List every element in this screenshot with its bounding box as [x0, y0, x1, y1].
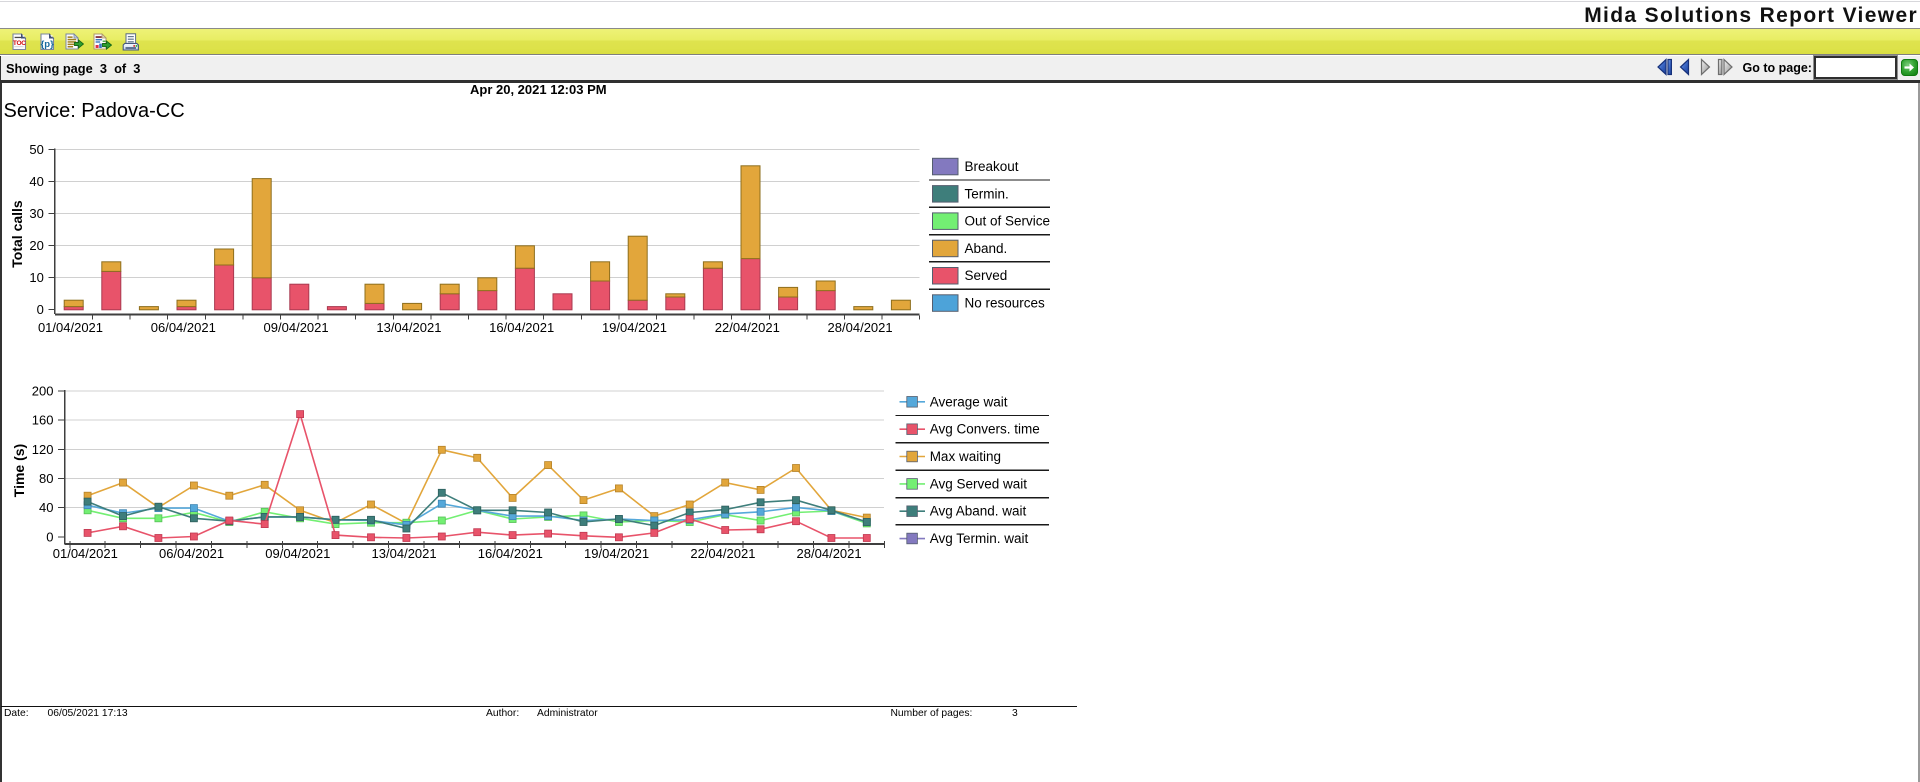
- svg-text:06/04/2021: 06/04/2021: [151, 320, 216, 335]
- svg-text:0: 0: [37, 302, 44, 317]
- svg-text:Max waiting: Max waiting: [930, 449, 1001, 464]
- svg-text:Total calls: Total calls: [9, 200, 25, 268]
- svg-text:13/04/2021: 13/04/2021: [372, 546, 437, 561]
- svg-text:30: 30: [29, 206, 43, 221]
- svg-text:160: 160: [32, 413, 54, 428]
- svg-text:13/04/2021: 13/04/2021: [376, 320, 441, 335]
- svg-text:20: 20: [29, 238, 43, 253]
- svg-text:Out of Service: Out of Service: [965, 214, 1051, 229]
- svg-text:Avg Termin. wait: Avg Termin. wait: [930, 531, 1029, 546]
- svg-text:80: 80: [39, 471, 53, 486]
- svg-text:No resources: No resources: [965, 296, 1046, 311]
- svg-text:Time (s): Time (s): [11, 444, 27, 497]
- svg-text:Aband.: Aband.: [965, 241, 1008, 256]
- svg-text:19/04/2021: 19/04/2021: [602, 320, 667, 335]
- svg-text:120: 120: [32, 442, 54, 457]
- svg-text:Avg Aband. wait: Avg Aband. wait: [930, 504, 1027, 519]
- svg-text:28/04/2021: 28/04/2021: [828, 320, 893, 335]
- svg-text:19/04/2021: 19/04/2021: [584, 546, 649, 561]
- svg-text:06/04/2021: 06/04/2021: [159, 546, 224, 561]
- svg-text:40: 40: [39, 500, 53, 515]
- svg-text:16/04/2021: 16/04/2021: [489, 320, 554, 335]
- svg-text:Termin.: Termin.: [965, 186, 1009, 201]
- svg-text:40: 40: [29, 174, 43, 189]
- svg-text:{p}: {p}: [41, 39, 55, 50]
- svg-text:09/04/2021: 09/04/2021: [264, 320, 329, 335]
- svg-text:50: 50: [29, 142, 43, 157]
- svg-text:TOC: TOC: [13, 40, 26, 47]
- svg-text:0: 0: [46, 529, 53, 544]
- svg-text:22/04/2021: 22/04/2021: [690, 546, 755, 561]
- svg-text:10: 10: [29, 270, 43, 285]
- svg-text:Served: Served: [965, 268, 1008, 283]
- svg-text:01/04/2021: 01/04/2021: [53, 546, 118, 561]
- svg-text:22/04/2021: 22/04/2021: [715, 320, 780, 335]
- svg-text:16/04/2021: 16/04/2021: [478, 546, 543, 561]
- svg-text:Avg Served wait: Avg Served wait: [930, 476, 1028, 491]
- svg-text:28/04/2021: 28/04/2021: [797, 546, 862, 561]
- svg-text:01/04/2021: 01/04/2021: [38, 320, 103, 335]
- svg-text:09/04/2021: 09/04/2021: [265, 546, 330, 561]
- svg-text:Avg Convers. time: Avg Convers. time: [930, 422, 1040, 437]
- svg-text:Average wait: Average wait: [930, 394, 1008, 409]
- svg-text:200: 200: [32, 384, 54, 399]
- svg-text:Breakout: Breakout: [965, 159, 1019, 174]
